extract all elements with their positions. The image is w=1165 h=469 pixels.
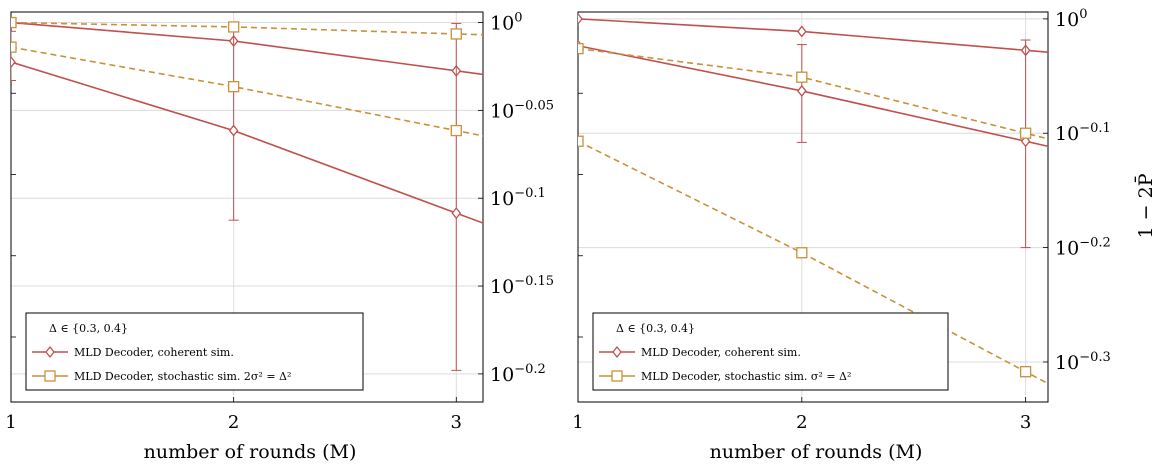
legend: Δ ∈ {0.3, 0.4} MLD Decoder, coherent sim.… bbox=[25, 312, 364, 391]
stochastic-series-line bbox=[578, 140, 1048, 385]
diamond-marker bbox=[796, 84, 807, 97]
diamond-marker bbox=[578, 12, 583, 25]
y-tick-label: 10−0.2 bbox=[1055, 236, 1111, 260]
y-axis-label: 1 − 2P̄ bbox=[1134, 173, 1157, 238]
square-marker bbox=[796, 247, 808, 259]
square-marker bbox=[1019, 366, 1032, 378]
square-marker bbox=[796, 71, 808, 83]
square-marker bbox=[11, 41, 17, 53]
coherent-series-line bbox=[11, 61, 483, 224]
x-tick-label: 3 bbox=[451, 412, 462, 433]
y-tick-label: 100 bbox=[1055, 7, 1087, 31]
square-marker bbox=[227, 21, 240, 33]
square-marker bbox=[611, 370, 623, 382]
square-marker bbox=[450, 124, 462, 137]
x-axis-label: number of rounds (M) bbox=[144, 441, 357, 463]
stochastic-series-line bbox=[578, 47, 1048, 140]
x-tick-label: 2 bbox=[228, 412, 239, 433]
diamond-marker bbox=[796, 25, 807, 38]
coherent-series-line bbox=[578, 18, 1048, 54]
y-tick-label: 10−0.05 bbox=[490, 98, 554, 122]
x-axis-label: number of rounds (M) bbox=[710, 441, 923, 463]
plot-frame bbox=[577, 11, 1049, 403]
legend-entry: MLD Decoder, coherent sim. bbox=[641, 346, 801, 359]
right-panel: 100 10−0.1 10−0.2 10−0.3 1 2 3 number of rounds… bbox=[572, 7, 1110, 463]
square-marker bbox=[578, 42, 584, 55]
square-marker bbox=[11, 16, 17, 29]
square-marker bbox=[578, 135, 584, 147]
plot-frame bbox=[10, 11, 484, 403]
y-tick-label: 10−0.1 bbox=[490, 186, 546, 210]
legend-entry: MLD Decoder, coherent sim. bbox=[74, 346, 234, 359]
stochastic-series-line bbox=[11, 46, 483, 137]
series-group bbox=[11, 16, 483, 371]
series-group bbox=[578, 12, 1048, 385]
square-marker bbox=[227, 81, 240, 93]
legend: Δ ∈ {0.3, 0.4} MLD Decoder, coherent sim.… bbox=[592, 312, 949, 391]
y-tick-label: 100 bbox=[490, 11, 522, 35]
square-marker bbox=[1019, 127, 1032, 139]
y-tick-label: 10−0.1 bbox=[1055, 121, 1111, 145]
x-tick-label: 1 bbox=[572, 412, 583, 433]
legend-box bbox=[25, 312, 364, 391]
y-tick-label: 10−0.3 bbox=[1055, 350, 1111, 374]
diamond-marker bbox=[228, 124, 239, 137]
legend-title: Δ ∈ {0.3, 0.4} bbox=[616, 322, 695, 335]
legend-entry: MLD Decoder, stochastic sim. σ² = Δ² bbox=[641, 370, 851, 383]
diamond-marker bbox=[451, 207, 462, 220]
legend-title: Δ ∈ {0.3, 0.4} bbox=[49, 322, 128, 335]
legend-box bbox=[592, 312, 949, 391]
coherent-series-line bbox=[578, 44, 1048, 148]
diamond-marker bbox=[612, 345, 622, 359]
x-tick-label: 2 bbox=[796, 412, 807, 433]
legend-entry: MLD Decoder, stochastic sim. 2σ² = Δ² bbox=[74, 370, 291, 383]
x-tick-label: 3 bbox=[1020, 412, 1031, 433]
left-panel: 100 10−0.05 10−0.1 10−0.15 10−0.2 1 2 3 number o… bbox=[5, 11, 554, 463]
diamond-marker bbox=[45, 345, 55, 359]
y-tick-label: 10−0.2 bbox=[490, 362, 546, 386]
x-tick-label: 1 bbox=[5, 412, 16, 433]
y-tick-label: 10−0.15 bbox=[490, 274, 554, 298]
square-marker bbox=[44, 370, 56, 382]
diamond-marker bbox=[11, 56, 16, 69]
square-marker bbox=[450, 28, 462, 40]
coherent-series-line bbox=[11, 21, 483, 76]
stochastic-series-line bbox=[11, 21, 483, 36]
